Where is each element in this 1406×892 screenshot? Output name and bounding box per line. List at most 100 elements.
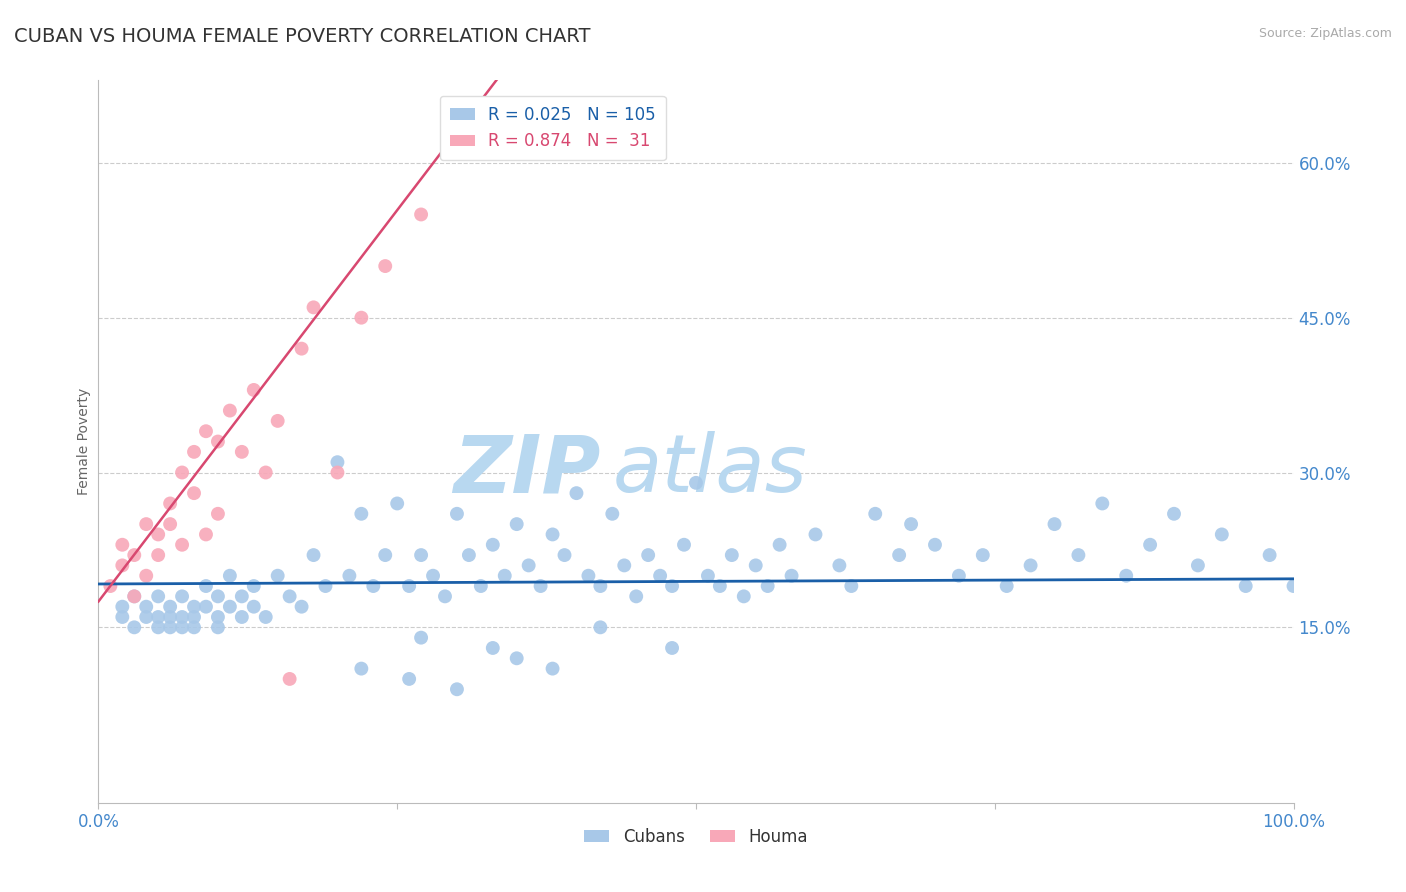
Point (219, 568, 242, 582)
Point (1234, 579, 1257, 593)
Point (865, 507, 887, 521)
Point (315, 579, 337, 593)
Point (589, 620, 612, 634)
Point (422, 568, 444, 582)
Point (207, 507, 229, 521)
Point (972, 548, 994, 562)
Point (709, 579, 731, 593)
Point (278, 590, 301, 604)
Point (111, 610, 134, 624)
Point (267, 414, 290, 428)
Point (1258, 548, 1281, 562)
Point (111, 599, 134, 614)
Point (231, 590, 253, 604)
Point (481, 640, 505, 655)
Point (948, 568, 970, 582)
Point (195, 599, 218, 614)
Point (541, 527, 564, 541)
Point (172, 610, 194, 624)
Point (1187, 558, 1209, 573)
Text: CUBAN VS HOUMA FEMALE POVERTY CORRELATION CHART: CUBAN VS HOUMA FEMALE POVERTY CORRELATIO… (14, 27, 591, 45)
Point (159, 599, 181, 614)
Point (159, 496, 181, 510)
Point (124, 620, 146, 634)
Point (602, 507, 624, 521)
Point (111, 538, 134, 552)
Point (172, 538, 194, 552)
Point (661, 579, 683, 593)
Point (398, 579, 420, 593)
Point (148, 527, 170, 541)
Point (291, 599, 314, 614)
Point (458, 548, 481, 562)
Point (637, 548, 659, 562)
Point (995, 579, 1018, 593)
Point (648, 568, 672, 582)
Point (745, 558, 768, 573)
Point (768, 538, 790, 552)
Point (350, 507, 373, 521)
Point (231, 610, 253, 624)
Text: ZIP: ZIP (453, 432, 600, 509)
Point (446, 507, 468, 521)
Point (506, 651, 529, 665)
Point (494, 568, 516, 582)
Point (506, 517, 529, 532)
Point (470, 579, 492, 593)
Point (183, 620, 205, 634)
Y-axis label: Female Poverty: Female Poverty (77, 388, 91, 495)
Point (183, 486, 205, 500)
Point (183, 610, 205, 624)
Point (148, 620, 170, 634)
Point (385, 496, 409, 510)
Point (721, 548, 744, 562)
Point (661, 640, 683, 655)
Point (148, 590, 170, 604)
Point (135, 610, 157, 624)
Point (243, 599, 266, 614)
Point (172, 620, 194, 634)
Point (135, 599, 157, 614)
Point (219, 599, 242, 614)
Point (219, 403, 242, 417)
Point (411, 207, 433, 221)
Point (254, 466, 277, 480)
Point (1139, 538, 1161, 552)
Point (411, 548, 433, 562)
Point (411, 631, 433, 645)
Point (673, 538, 696, 552)
Point (841, 579, 863, 593)
Point (267, 568, 290, 582)
Point (195, 579, 218, 593)
Point (434, 590, 457, 604)
Point (231, 445, 253, 459)
Point (350, 662, 373, 676)
Point (565, 486, 588, 500)
Point (98, 579, 122, 593)
Point (685, 475, 707, 490)
Point (374, 548, 396, 562)
Point (243, 383, 266, 397)
Text: atlas: atlas (613, 432, 807, 509)
Point (207, 434, 229, 449)
Point (374, 259, 396, 273)
Point (1019, 558, 1042, 573)
Point (363, 579, 385, 593)
Point (900, 517, 922, 532)
Point (733, 590, 755, 604)
Point (302, 548, 325, 562)
Point (828, 558, 851, 573)
Point (159, 620, 181, 634)
Point (1211, 527, 1233, 541)
Legend: Cubans, Houma: Cubans, Houma (578, 821, 814, 852)
Point (1163, 507, 1185, 521)
Point (517, 558, 540, 573)
Point (780, 568, 803, 582)
Point (697, 568, 720, 582)
Point (195, 424, 218, 438)
Point (124, 548, 146, 562)
Point (159, 610, 181, 624)
Point (326, 455, 349, 469)
Point (350, 310, 373, 325)
Point (481, 538, 505, 552)
